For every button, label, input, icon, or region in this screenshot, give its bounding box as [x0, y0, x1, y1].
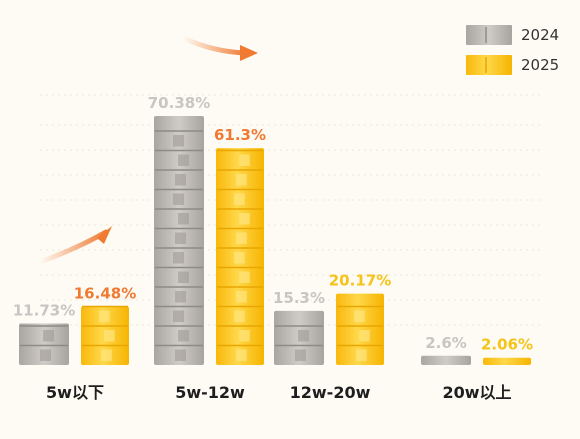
rising-arrow-icon	[37, 229, 109, 265]
x-tick-label: 20w以上	[442, 383, 511, 402]
coin-highlight	[178, 213, 189, 225]
coin-highlight	[178, 154, 189, 166]
coin-highlight	[40, 349, 51, 361]
legend-swatch	[466, 55, 512, 75]
coin-highlight	[175, 232, 186, 244]
value-label-2025: 16.48%	[74, 285, 136, 303]
bar-2024-1	[154, 115, 204, 365]
bar-2025-1	[216, 148, 264, 365]
coin-highlight	[43, 330, 54, 342]
bar-2024-3-body	[421, 355, 471, 365]
coin-highlight	[104, 330, 115, 342]
coin-highlight	[239, 330, 250, 342]
coin-highlight	[173, 310, 184, 322]
coin-highlight	[175, 349, 186, 361]
coin-highlight	[99, 310, 110, 322]
coin-highlight	[234, 252, 245, 264]
bar-2024-0	[19, 323, 69, 365]
legend: 2024 2025	[466, 25, 559, 75]
rising-arrow-icon	[97, 226, 112, 244]
bar-2025-2	[336, 293, 384, 365]
bars	[19, 115, 531, 365]
x-axis: 5w以下 5w-12w 12w-20w 20w以上	[46, 383, 511, 402]
bar-2025-0	[81, 305, 129, 365]
legend-item: 2025	[466, 55, 559, 75]
value-label-2024: 2.6%	[425, 334, 467, 352]
coin-highlight	[175, 291, 186, 303]
x-tick-label: 5w-12w	[175, 383, 245, 402]
coin-highlight	[236, 349, 247, 361]
coin-highlight	[234, 193, 245, 205]
coin-highlight	[178, 271, 189, 283]
value-label-2025: 61.3%	[214, 126, 266, 144]
coin-highlight	[239, 213, 250, 225]
value-label-2024: 11.73%	[13, 301, 75, 319]
legend-item: 2024	[466, 25, 559, 45]
rising-arrow-icon	[180, 35, 249, 56]
legend-label: 2024	[521, 26, 559, 44]
coin-highlight	[239, 271, 250, 283]
coin-highlight	[356, 349, 367, 361]
rising-arrow-icon	[240, 45, 258, 61]
bar-2024-3	[421, 355, 471, 365]
coin-highlight	[234, 310, 245, 322]
coin-highlight	[101, 349, 112, 361]
x-tick-label: 5w以下	[46, 383, 104, 402]
bar-2024-2	[274, 310, 324, 365]
coin-highlight	[359, 330, 370, 342]
value-label-2025: 2.06%	[481, 336, 533, 354]
bar-2025-3-body	[483, 357, 531, 365]
legend-label: 2025	[521, 56, 559, 74]
coin-highlight	[354, 310, 365, 322]
coin-highlight	[173, 252, 184, 264]
coin-highlight	[236, 174, 247, 186]
bar-2025-3	[483, 357, 531, 365]
coin-highlight	[178, 330, 189, 342]
coin-highlight	[298, 330, 309, 342]
x-tick-label: 12w-20w	[290, 383, 371, 402]
coin-highlight	[239, 154, 250, 166]
value-label-2024: 70.38%	[148, 94, 210, 112]
decorative-arrows	[37, 35, 258, 265]
coin-highlight	[236, 291, 247, 303]
coin-highlight	[175, 174, 186, 186]
value-labels: 11.73%16.48% 70.38%61.3% 15.3%20.17% 2.6% 2.…	[13, 94, 533, 354]
coin-highlight	[173, 135, 184, 147]
coin-highlight	[173, 193, 184, 205]
value-label-2025: 20.17%	[329, 272, 391, 290]
value-label-2024: 15.3%	[273, 289, 325, 307]
bar-2024-0-body	[19, 323, 69, 365]
coin-highlight	[295, 349, 306, 361]
coin-highlight	[236, 232, 247, 244]
legend-swatch	[466, 25, 512, 45]
bar-2025-2-body	[336, 293, 384, 365]
